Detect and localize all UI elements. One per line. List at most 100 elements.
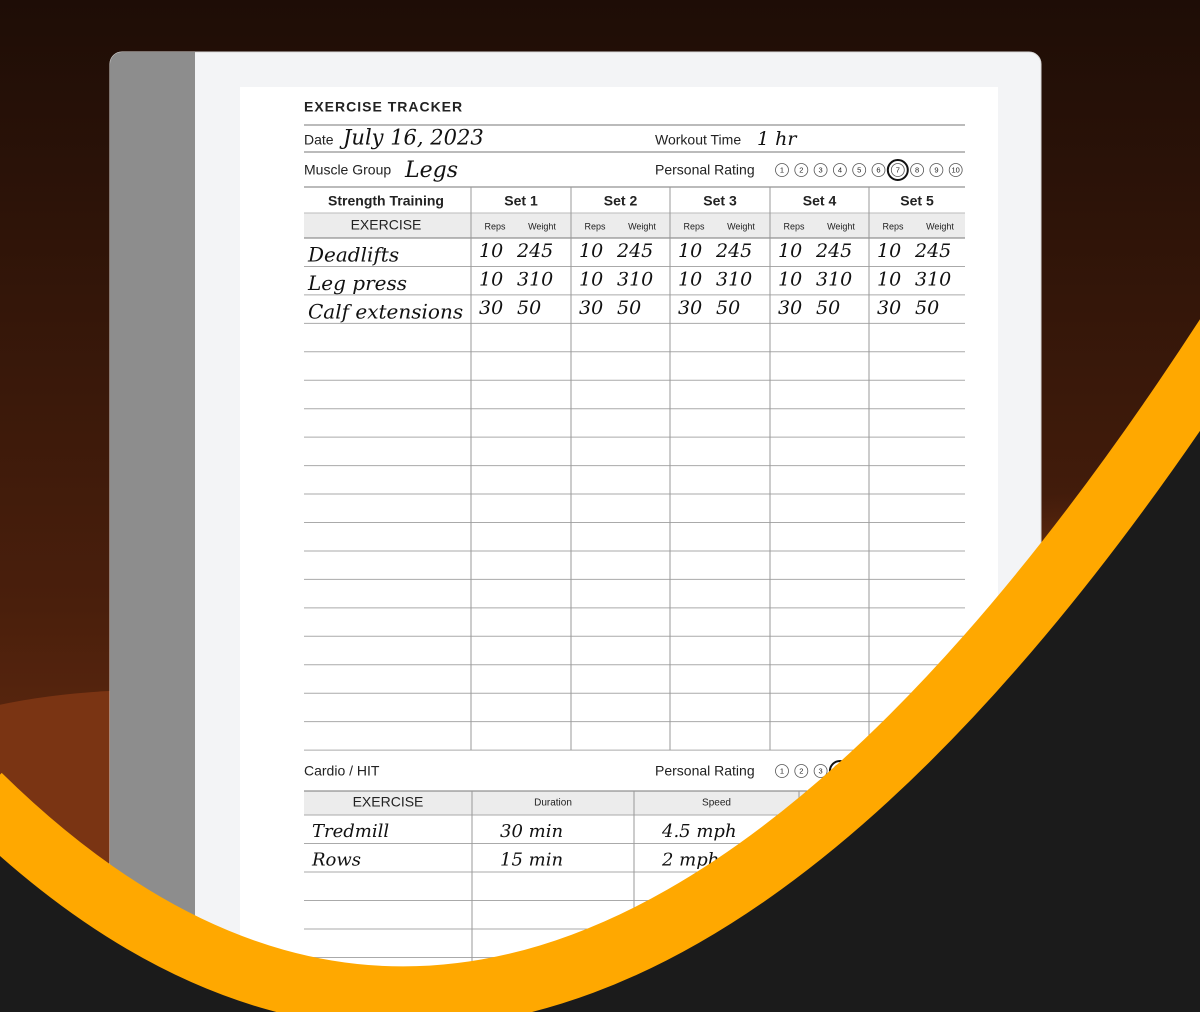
rating-circle — [948, 163, 963, 177]
reps-value: 10 — [678, 268, 702, 290]
rating-number: 4 — [838, 165, 842, 174]
rating-number: 1 — [780, 766, 784, 775]
weight-value: 310 — [517, 268, 553, 290]
reps-value: 10 — [579, 240, 603, 262]
reps-label: Reps — [882, 221, 904, 231]
header-fill — [471, 213, 571, 238]
weight-value: 310 — [716, 268, 752, 290]
reps-value: 10 — [678, 240, 702, 262]
cardio-cell: 15 min — [500, 850, 563, 871]
weight-value: 245 — [815, 240, 852, 262]
exercise-name: Calf extensions — [308, 299, 463, 323]
weight-value: 310 — [816, 268, 852, 290]
rating-label: Personal Rating — [655, 162, 755, 178]
weight-label: Weight — [827, 221, 855, 231]
workout-time-value: 1 hr — [757, 128, 798, 150]
weight-value: 245 — [516, 240, 553, 262]
cardio-title: Cardio / HIT — [304, 763, 380, 779]
form: EXERCISE TRACKER Date July 16, 2023 Workout… — [304, 99, 965, 1012]
set-header: Set 5 — [900, 193, 934, 209]
weight-label: Weight — [628, 221, 656, 231]
reps-value: 10 — [479, 240, 503, 262]
header-fill — [670, 213, 770, 238]
weight-label: Weight — [528, 221, 556, 231]
weight-value: 310 — [617, 268, 653, 290]
cardio-cell: Tredmill — [312, 821, 389, 842]
reps-value: 10 — [778, 240, 802, 262]
weight-value: 310 — [915, 268, 951, 290]
cardio-cell: 2 mph — [661, 850, 719, 871]
rating-circle — [794, 764, 809, 778]
rating-number: 2 — [799, 165, 803, 174]
set-header: Set 2 — [604, 193, 638, 209]
rating-number: 5 — [857, 165, 861, 174]
decor-arc — [0, 319, 1200, 1012]
weight-label: Weight — [926, 221, 954, 231]
rating-circle — [890, 163, 905, 177]
weight-value: 245 — [715, 240, 752, 262]
set-header: Set 1 — [504, 193, 538, 209]
rating-circle — [871, 163, 886, 177]
cardio-cell: 30 min — [500, 821, 563, 842]
rating-number: 2 — [799, 766, 803, 775]
reps-value: 30 — [579, 297, 603, 319]
decor-dark — [0, 375, 1200, 1012]
rating-number: 6 — [876, 165, 880, 174]
rating-circle — [833, 163, 847, 177]
weight-value: 50 — [915, 297, 939, 319]
header-fill — [869, 213, 965, 238]
rating-circle — [775, 163, 789, 177]
rating-number: 10 — [952, 165, 960, 174]
reps-value: 30 — [877, 297, 901, 319]
weight-value: 50 — [617, 297, 641, 319]
rating-circle — [813, 163, 828, 177]
cardio-column: Duration — [534, 798, 572, 809]
cardio-column: Speed — [702, 798, 731, 809]
reps-label: Reps — [584, 221, 606, 231]
set-header: Set 4 — [803, 193, 837, 209]
reps-value: 10 — [778, 268, 802, 290]
exercise-name: Deadlifts — [307, 243, 399, 267]
reps-value: 10 — [877, 268, 901, 290]
tablet-spine — [110, 52, 195, 1012]
rating-number: 3 — [819, 165, 823, 174]
rating-number: 9 — [934, 165, 938, 174]
weight-value: 50 — [816, 297, 840, 319]
rating-selected — [886, 159, 909, 181]
reps-value: 10 — [877, 240, 901, 262]
reps-value: 30 — [479, 297, 503, 319]
reps-label: Reps — [484, 221, 506, 231]
cardio-column: EXERCISE — [353, 794, 424, 810]
rating-number: 8 — [915, 165, 919, 174]
workout-time-label: Workout Time — [655, 132, 741, 148]
weight-value: 245 — [914, 240, 951, 262]
reps-value: 30 — [678, 297, 702, 319]
rating-circle — [775, 764, 789, 778]
rating-number: 7 — [896, 165, 900, 174]
rating-circle — [929, 163, 944, 177]
cardio-cell: 4.5 mph — [661, 821, 737, 842]
exercise-header: EXERCISE — [351, 217, 422, 233]
rating-circle — [852, 163, 867, 177]
weight-value: 50 — [716, 297, 740, 319]
header-fill — [571, 213, 670, 238]
reps-value: 10 — [579, 268, 603, 290]
rating-number: 3 — [819, 766, 823, 775]
strength-title: Strength Training — [328, 193, 444, 209]
muscle-group-value: Legs — [404, 158, 458, 183]
header-fill — [304, 213, 471, 238]
reps-label: Reps — [783, 221, 805, 231]
set-header: Set 3 — [703, 193, 737, 209]
reps-value: 10 — [479, 268, 503, 290]
title: EXERCISE TRACKER — [304, 99, 463, 115]
rating-circle — [794, 163, 809, 177]
date-label: Date — [304, 132, 334, 148]
muscle-group-label: Muscle Group — [304, 162, 391, 178]
rating-circle — [813, 764, 828, 778]
weight-value: 245 — [616, 240, 653, 262]
date-value: July 16, 2023 — [339, 126, 484, 150]
header-fill — [770, 213, 869, 238]
weight-value: 50 — [517, 297, 541, 319]
